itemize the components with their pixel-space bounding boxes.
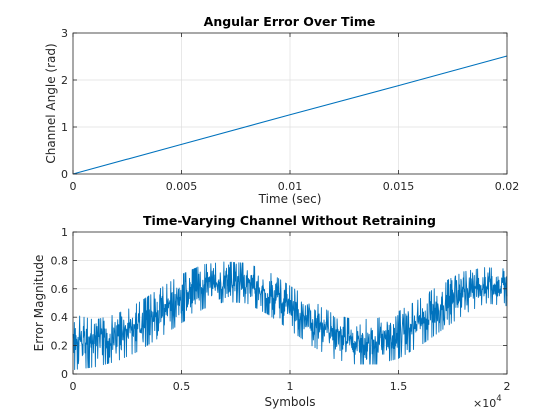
plot1-x-tick-label: 0.02 (495, 180, 520, 193)
plot2-data (72, 261, 508, 370)
plot2-y-tick-label: 1 (61, 226, 68, 239)
plot2-series-line (72, 261, 508, 370)
plot1-y-tick-label: 3 (61, 27, 68, 40)
plot2-y-tick-label: 0 (61, 368, 68, 381)
plot1-x-tick-label: 0 (70, 180, 77, 193)
plot2-y-tick-label: 0.2 (51, 340, 69, 353)
plot1-ticks: 0 0.005 0.01 0.015 0.02 0 1 2 3 (61, 27, 519, 193)
plot2-y-tick-label: 0.6 (51, 283, 69, 296)
plot2-x-tick-label: 1.5 (390, 380, 408, 393)
plot2-y-tick-label: 0.4 (51, 311, 69, 324)
plot1-x-tick-label: 0.01 (278, 180, 303, 193)
plot1-data (72, 55, 508, 175)
plot2-y-tick-label: 0.8 (51, 254, 69, 267)
plot1-y-axis-label: Channel Angle (rad) (44, 43, 58, 163)
error-magnitude-plot: Time-Varying Channel Without Retraining … (32, 213, 511, 410)
plot1-x-tick-label: 0.015 (383, 180, 415, 193)
plot1-y-tick-label: 2 (61, 74, 68, 87)
plot1-x-axis-label: Time (sec) (258, 192, 322, 206)
plot1-x-tick-label: 0.005 (166, 180, 198, 193)
plot2-title: Time-Varying Channel Without Retraining (143, 213, 436, 228)
plot1-series-line (72, 55, 508, 175)
angular-error-plot: Angular Error Over Time 0 0.005 0.01 0.015 0… (44, 14, 519, 206)
plot2-x-exponent-base: ×10 (473, 397, 496, 410)
plot2-y-axis-label: Error Magnitude (32, 255, 46, 352)
plot2-x-tick-label: 0 (70, 380, 77, 393)
plot2-x-exponent: ×104 (473, 394, 502, 410)
plot1-y-tick-label: 0 (61, 168, 68, 181)
plot1-grid (73, 33, 507, 174)
plot1-title: Angular Error Over Time (204, 14, 376, 29)
plot2-x-tick-label: 1 (287, 380, 294, 393)
plot2-x-tick-label: 2 (504, 380, 511, 393)
plot2-x-tick-label: 0.5 (173, 380, 191, 393)
plot2-x-exponent-power: 4 (496, 394, 501, 404)
plot1-y-tick-label: 1 (61, 121, 68, 134)
plot2-x-axis-label: Symbols (265, 395, 316, 409)
plot2-ticks: 0 0.5 1 1.5 2 0 0.2 0.4 0.6 0.8 1 (51, 226, 511, 393)
